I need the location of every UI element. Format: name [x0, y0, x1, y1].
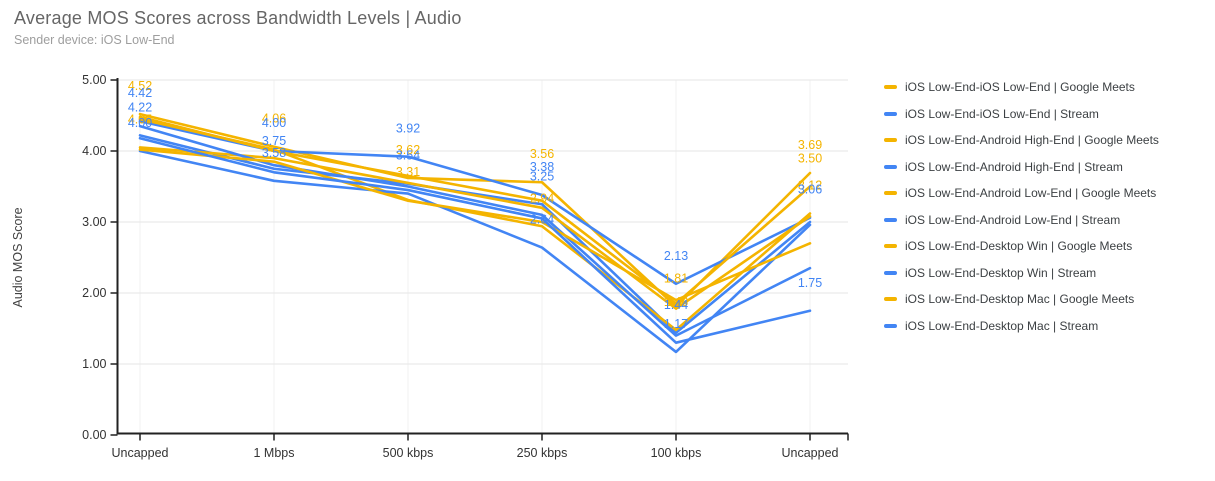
legend-label: iOS Low-End-Desktop Win | Stream [905, 265, 1097, 280]
data-label: 1.44 [664, 298, 688, 312]
series-line-1 [138, 119, 812, 286]
legend-swatch-icon [884, 111, 897, 116]
data-label: 3.92 [396, 122, 420, 136]
data-label: 2.13 [664, 249, 688, 263]
legend-item-3: iOS Low-End-Android High-End | Stream [884, 154, 1159, 181]
series-line-6 [138, 146, 812, 310]
legend-item-8: iOS Low-End-Desktop Mac | Google Meets [884, 286, 1159, 313]
data-label: 4.00 [128, 116, 152, 130]
y-axis-title: Audio MOS Score [11, 207, 25, 307]
data-label: 3.25 [530, 169, 554, 183]
x-tick-label: 100 kbps [651, 446, 702, 460]
legend-label: iOS Low-End-Desktop Win | Google Meets [905, 239, 1133, 254]
chart-title: Average MOS Scores across Bandwidth Leve… [14, 8, 462, 28]
legend-label: iOS Low-End-Android Low-End | Stream [905, 212, 1121, 227]
series-line-5 [138, 149, 812, 354]
legend-swatch-icon [884, 323, 897, 328]
y-tick-label: 2.00 [82, 286, 106, 300]
y-tick-label: 4.00 [82, 144, 106, 158]
legend-swatch-icon [884, 138, 897, 143]
data-label: 4.00 [262, 116, 286, 130]
data-label: 1.81 [664, 271, 688, 285]
legend-label: iOS Low-End-Desktop Mac | Stream [905, 318, 1099, 333]
data-label: 3.62 [396, 143, 420, 157]
data-label: 2.94 [530, 191, 554, 205]
data-label: 3.58 [262, 146, 286, 160]
y-tick-label: 3.00 [82, 215, 106, 229]
data-label: 4.05 [128, 112, 152, 126]
data-label: 3.54 [396, 149, 420, 163]
y-tick-label: 0.00 [82, 428, 106, 442]
legend-swatch-icon [884, 217, 897, 222]
legend-swatch-icon [884, 85, 897, 90]
legend-label: iOS Low-End-Android Low-End | Google Mee… [905, 186, 1157, 201]
legend-swatch-icon [884, 297, 897, 302]
x-tick-label: Uncapped [782, 446, 839, 460]
legend-item-0: iOS Low-End-iOS Low-End | Google Meets [884, 74, 1159, 101]
data-label: 3.12 [798, 178, 822, 192]
data-label: 3.38 [530, 160, 554, 174]
legend-label: iOS Low-End-iOS Low-End | Google Meets [905, 80, 1135, 95]
series-line-3 [138, 134, 812, 335]
data-label: 3.56 [530, 147, 554, 161]
data-label: 4.52 [128, 79, 152, 93]
legend-item-2: iOS Low-End-Android High-End | Google Me… [884, 127, 1159, 154]
legend-item-4: iOS Low-End-Android Low-End | Google Mee… [884, 180, 1159, 207]
data-label: 1.48 [664, 295, 688, 309]
data-label: 4.42 [128, 86, 152, 100]
y-tick-label: 1.00 [82, 357, 106, 371]
data-label: 2.64 [530, 213, 554, 227]
legend-item-5: iOS Low-End-Android Low-End | Stream [884, 207, 1159, 234]
data-label: 3.06 [798, 183, 822, 197]
legend-item-6: iOS Low-End-Desktop Win | Google Meets [884, 233, 1159, 260]
data-label: 3.69 [798, 138, 822, 152]
series-line-8 [138, 148, 812, 302]
legend-label: iOS Low-End-Desktop Mac | Google Meets [905, 292, 1135, 307]
x-tick-label: 1 Mbps [254, 446, 295, 460]
data-label: 1.75 [798, 276, 822, 290]
legend-swatch-icon [884, 191, 897, 196]
data-label: 3.50 [798, 152, 822, 166]
legend-item-1: iOS Low-End-iOS Low-End | Stream [884, 101, 1159, 128]
series-line-9 [138, 136, 812, 345]
legend-item-7: iOS Low-End-Desktop Win | Stream [884, 260, 1159, 287]
x-tick-label: 250 kbps [517, 446, 568, 460]
data-label: 4.22 [128, 100, 152, 114]
x-tick-label: 500 kbps [383, 446, 434, 460]
chart-subtitle: Sender device: iOS Low-End [14, 33, 175, 47]
legend-label: iOS Low-End-Android High-End | Google Me… [905, 133, 1159, 148]
legend-swatch-icon [884, 244, 897, 249]
legend-item-9: iOS Low-End-Desktop Mac | Stream [884, 313, 1159, 340]
legend-swatch-icon [884, 270, 897, 275]
data-label: 4.06 [262, 112, 286, 126]
data-label: 3.31 [396, 165, 420, 179]
chart-legend: iOS Low-End-iOS Low-End | Google Meets iO… [884, 74, 1159, 339]
data-label: 1.17 [664, 317, 688, 331]
x-tick-label: Uncapped [112, 446, 169, 460]
data-label: 3.75 [262, 134, 286, 148]
series-line-4 [138, 117, 812, 332]
legend-label: iOS Low-End-iOS Low-End | Stream [905, 106, 1099, 121]
y-tick-label: 5.00 [82, 73, 106, 87]
legend-swatch-icon [884, 164, 897, 169]
legend-label: iOS Low-End-Android High-End | Stream [905, 159, 1123, 174]
